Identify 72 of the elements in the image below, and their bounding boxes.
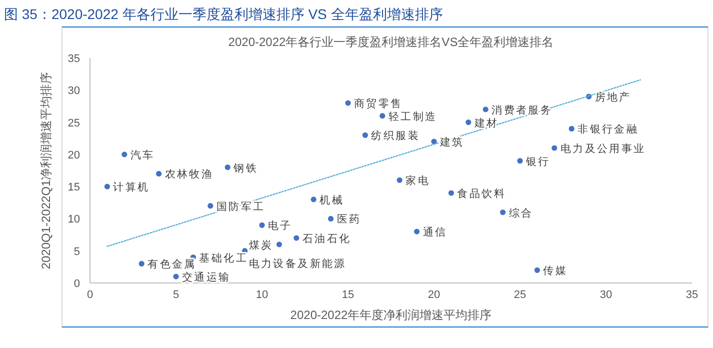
point [431, 138, 437, 144]
annotation: 纺织服装 [371, 129, 420, 142]
annotation: 农林牧渔 [164, 168, 214, 181]
x-tick-label: 25 [514, 289, 526, 301]
x-tick-label: 20 [428, 289, 440, 301]
point [500, 209, 506, 216]
y-tick-label: 25 [68, 117, 80, 130]
annotation: 钢铁 [232, 162, 258, 174]
annotation: 煤炭 [248, 238, 274, 252]
point [224, 164, 230, 170]
point [482, 106, 488, 112]
y-tick-label: 15 [68, 182, 80, 194]
point [362, 132, 368, 138]
point [448, 190, 454, 196]
point [276, 242, 282, 248]
annotation: 建材 [473, 116, 499, 130]
annotation: 银行 [525, 156, 550, 168]
y-axis-title: 2020Q1-2022Q1净利润增速平均排序 [39, 72, 53, 270]
annotation: 电力及公用事业 [560, 142, 646, 155]
x-tick-label: 0 [86, 289, 94, 301]
annotation: 综合 [508, 206, 534, 220]
annotation: 计算机 [113, 180, 150, 194]
point [122, 152, 128, 158]
chart-subtitle: 2020-2022年各行业一季度盈利增速排名VS全年盈利增速排名 [228, 35, 554, 49]
point [517, 158, 523, 164]
annotation: 商贸零售 [354, 97, 403, 110]
point [568, 126, 574, 132]
annotation: 房地产 [594, 90, 632, 104]
annotation: 非银行金融 [578, 122, 639, 136]
annotation: 交通运输 [182, 270, 231, 284]
point [380, 113, 386, 119]
point [552, 145, 558, 151]
point [104, 184, 110, 190]
annotation: 轻工制造 [388, 110, 438, 123]
y-tick-label: 10 [68, 214, 80, 226]
point [259, 222, 265, 228]
annotation: 医药 [336, 212, 362, 226]
point [173, 274, 179, 280]
point [310, 196, 316, 202]
point [294, 235, 300, 241]
y-tick-label: 30 [68, 85, 80, 98]
annotation: 石油石化 [302, 232, 352, 245]
point [466, 119, 472, 126]
point [328, 216, 334, 222]
annotation: 家电 [406, 174, 430, 188]
point [138, 260, 144, 267]
annotation: 汽车 [130, 148, 155, 162]
x-tick-label: 30 [600, 289, 612, 301]
x-axis-title: 2020-2022年年度净利润增速平均排序 [290, 308, 492, 322]
point [534, 267, 540, 273]
point [345, 100, 351, 106]
annotation: 电力设备及新能源 [248, 256, 346, 270]
annotation: 电子 [268, 219, 292, 232]
y-tick-label: 35 [68, 53, 80, 65]
annotation: 通信 [422, 226, 448, 239]
x-tick-label: 5 [172, 289, 180, 301]
point [156, 170, 162, 177]
point [414, 228, 420, 234]
y-tick-label: 5 [74, 246, 80, 258]
y-tick-label: 20 [68, 149, 80, 162]
chart-title: 图 35：2020-2022 年各行业一季度盈利增速排序 VS 全年盈利增速排序 [4, 6, 443, 22]
annotation: 传媒 [543, 265, 568, 278]
point [208, 203, 214, 209]
point [396, 177, 402, 183]
x-tick-label: 35 [686, 289, 698, 301]
x-tick-label: 15 [342, 289, 354, 301]
y-tick-label: 0 [74, 278, 80, 290]
annotation: 机械 [320, 193, 344, 206]
annotation: 基础化工 [199, 251, 248, 264]
annotation: 食品饮料 [457, 187, 506, 200]
x-tick-label: 10 [256, 289, 268, 301]
annotation: 有色金属 [148, 258, 196, 271]
